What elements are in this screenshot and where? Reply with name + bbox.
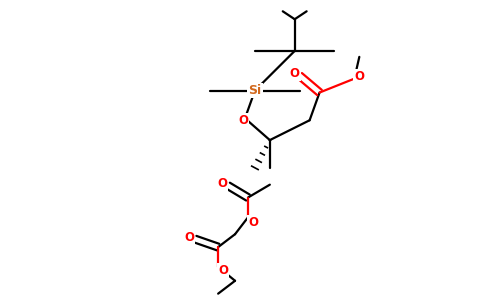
- Text: O: O: [184, 231, 194, 244]
- Text: O: O: [238, 114, 248, 127]
- Text: Si: Si: [248, 84, 261, 97]
- Text: O: O: [290, 67, 300, 80]
- Text: O: O: [218, 264, 228, 278]
- Text: O: O: [248, 216, 258, 229]
- Text: O: O: [354, 70, 364, 83]
- Text: O: O: [217, 177, 227, 190]
